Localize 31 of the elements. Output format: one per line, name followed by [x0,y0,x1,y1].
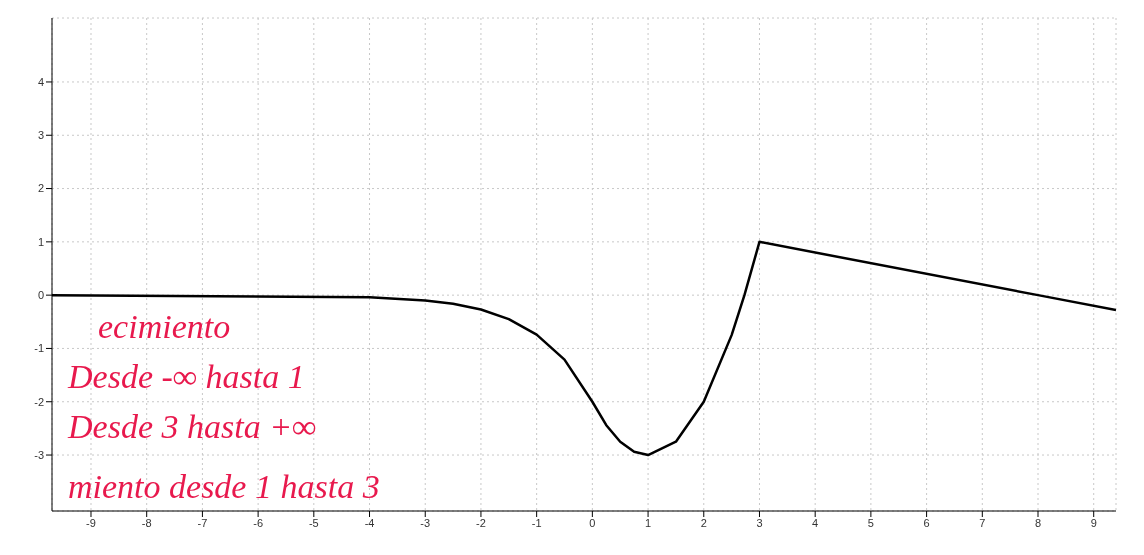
x-tick-label: -9 [86,516,96,529]
x-tick-label: 5 [867,516,874,529]
y-tick-label: 2 [37,182,44,195]
x-tick-label: 3 [756,516,763,529]
x-tick-label: -5 [308,516,319,529]
annotation: Desde 3 hasta +∞ [68,408,317,446]
y-tick-label: -1 [34,342,44,355]
x-tick-label: -8 [141,516,152,529]
y-tick-label: -3 [34,448,44,461]
y-tick-label: 3 [37,129,44,142]
annotation: ecimiento [98,308,231,346]
x-tick-label: 2 [700,516,707,529]
x-tick-label: 9 [1090,516,1097,529]
x-tick-label: -6 [253,516,264,529]
x-tick-label: 4 [812,516,819,529]
x-tick-label: -4 [364,516,375,529]
x-tick-label: 6 [923,516,930,529]
x-tick-label: 8 [1034,516,1042,529]
y-tick-label: 4 [37,75,44,88]
y-tick-label: 1 [37,235,44,248]
y-tick-label: 0 [37,289,44,302]
x-tick-label: -2 [476,516,486,529]
x-tick-label: -3 [420,516,431,529]
x-tick-label: -1 [531,516,542,529]
x-tick-label: 0 [589,516,596,529]
x-tick-label: 1 [645,516,652,529]
x-tick-label: 7 [979,516,986,529]
annotation: Desde -∞ hasta 1 [68,358,305,396]
y-tick-label: -2 [34,395,44,408]
annotation: miento desde 1 hasta 3 [68,468,380,506]
x-tick-label: -7 [197,516,208,529]
